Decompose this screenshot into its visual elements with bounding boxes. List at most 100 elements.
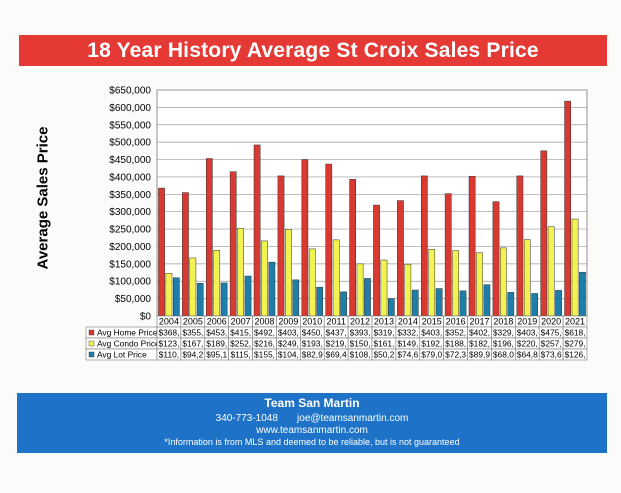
data-label: $450, — [302, 328, 323, 338]
bar — [229, 171, 237, 317]
data-label: $69,4 — [326, 350, 347, 360]
website: www.teamsanmartin.com — [256, 425, 368, 436]
y-tick-label: $200,000 — [109, 242, 151, 253]
title-banner: 18 Year History Average St Croix Sales P… — [19, 35, 607, 66]
legend-label: Avg Lot Price — [97, 350, 147, 360]
bar — [261, 240, 268, 317]
y-tick-label: $650,000 — [109, 86, 151, 97]
footer-banner: Team San Martin 340-773-1048 joe@teamsan… — [17, 393, 607, 453]
bar — [268, 261, 276, 317]
table-cell — [562, 348, 588, 361]
plot-area — [156, 89, 588, 317]
bar — [308, 248, 316, 317]
data-label: $126, — [565, 350, 586, 360]
bar — [301, 159, 309, 317]
bar — [165, 272, 173, 317]
bar — [292, 279, 300, 317]
bar — [547, 226, 555, 317]
bar — [564, 100, 572, 317]
bar — [277, 175, 285, 317]
bar — [172, 277, 180, 317]
data-label: $104, — [278, 350, 299, 360]
y-tick-label: $250,000 — [109, 225, 151, 236]
data-label: $402, — [469, 328, 490, 338]
bar — [411, 289, 419, 317]
bar — [420, 175, 428, 317]
data-label: $123, — [158, 339, 179, 349]
data-label: $319, — [373, 328, 394, 338]
bar — [244, 275, 252, 317]
bar — [332, 239, 340, 317]
bar — [356, 263, 364, 317]
bar — [540, 150, 548, 317]
data-label: $249, — [278, 339, 299, 349]
bar — [555, 290, 562, 317]
data-label: $453, — [206, 328, 227, 338]
data-label: $79,0 — [421, 350, 442, 360]
bar — [196, 282, 204, 317]
y-tick-label: $500,000 — [109, 138, 151, 149]
data-label: $149, — [397, 339, 418, 349]
x-tick-label: 2009 — [278, 317, 298, 327]
legend-label: Avg Home Price — [97, 328, 158, 338]
data-label: $161, — [373, 339, 394, 349]
bar — [531, 293, 539, 317]
bar — [340, 291, 347, 317]
data-label: $216, — [254, 339, 275, 349]
data-label: $68,0 — [493, 350, 514, 360]
y-tick-label: $350,000 — [109, 190, 151, 201]
bar — [444, 193, 452, 317]
data-label: $74,6 — [397, 350, 418, 360]
data-label: $618, — [565, 328, 586, 338]
bar — [364, 278, 371, 317]
bar — [397, 200, 404, 317]
x-tick-label: 2016 — [446, 317, 466, 327]
bar — [316, 286, 324, 317]
bar — [483, 284, 491, 317]
data-label: $257, — [541, 339, 562, 349]
x-tick-label: 2017 — [469, 317, 489, 327]
bar — [476, 252, 483, 317]
y-tick-label: $450,000 — [109, 155, 151, 166]
data-label: $192, — [421, 339, 442, 349]
data-label: $368, — [158, 328, 179, 338]
bar — [182, 192, 189, 317]
legend-swatch — [88, 351, 95, 358]
y-tick-label: $600,000 — [109, 103, 151, 114]
bar — [507, 292, 515, 317]
x-tick-label: 2006 — [207, 317, 227, 327]
data-label: $492, — [254, 328, 275, 338]
data-label: $415, — [230, 328, 251, 338]
y-tick-label: $100,000 — [109, 277, 151, 288]
y-tick-label: $0 — [140, 312, 152, 323]
data-label: $110, — [159, 350, 179, 360]
x-tick-label: 2011 — [326, 317, 345, 327]
data-label: $403, — [517, 328, 538, 338]
bar — [158, 187, 165, 317]
y-tick-label: $150,000 — [109, 259, 151, 270]
data-label: $437, — [326, 328, 347, 338]
bar — [189, 257, 197, 317]
x-tick-label: 2014 — [398, 317, 418, 327]
data-label: $167, — [182, 339, 203, 349]
data-label: $279, — [565, 339, 586, 349]
bar — [205, 158, 213, 317]
bar — [459, 290, 467, 317]
legend-swatch — [88, 340, 95, 347]
bar — [571, 218, 579, 317]
x-tick-label: 2010 — [302, 317, 322, 327]
data-label: $352, — [445, 328, 466, 338]
data-label: $50,2 — [373, 350, 394, 360]
bar — [452, 250, 459, 317]
x-tick-label: 2021 — [565, 317, 585, 327]
data-label: $64,8 — [517, 350, 538, 360]
bar — [380, 259, 388, 317]
data-label: $393, — [350, 328, 371, 338]
bar — [349, 179, 357, 317]
legend-label: Avg Condo Price — [97, 339, 160, 349]
phone-number: 340-773-1048 — [215, 413, 278, 424]
bar — [285, 229, 292, 317]
data-label: $252, — [230, 339, 251, 349]
data-label: $193, — [302, 339, 323, 349]
